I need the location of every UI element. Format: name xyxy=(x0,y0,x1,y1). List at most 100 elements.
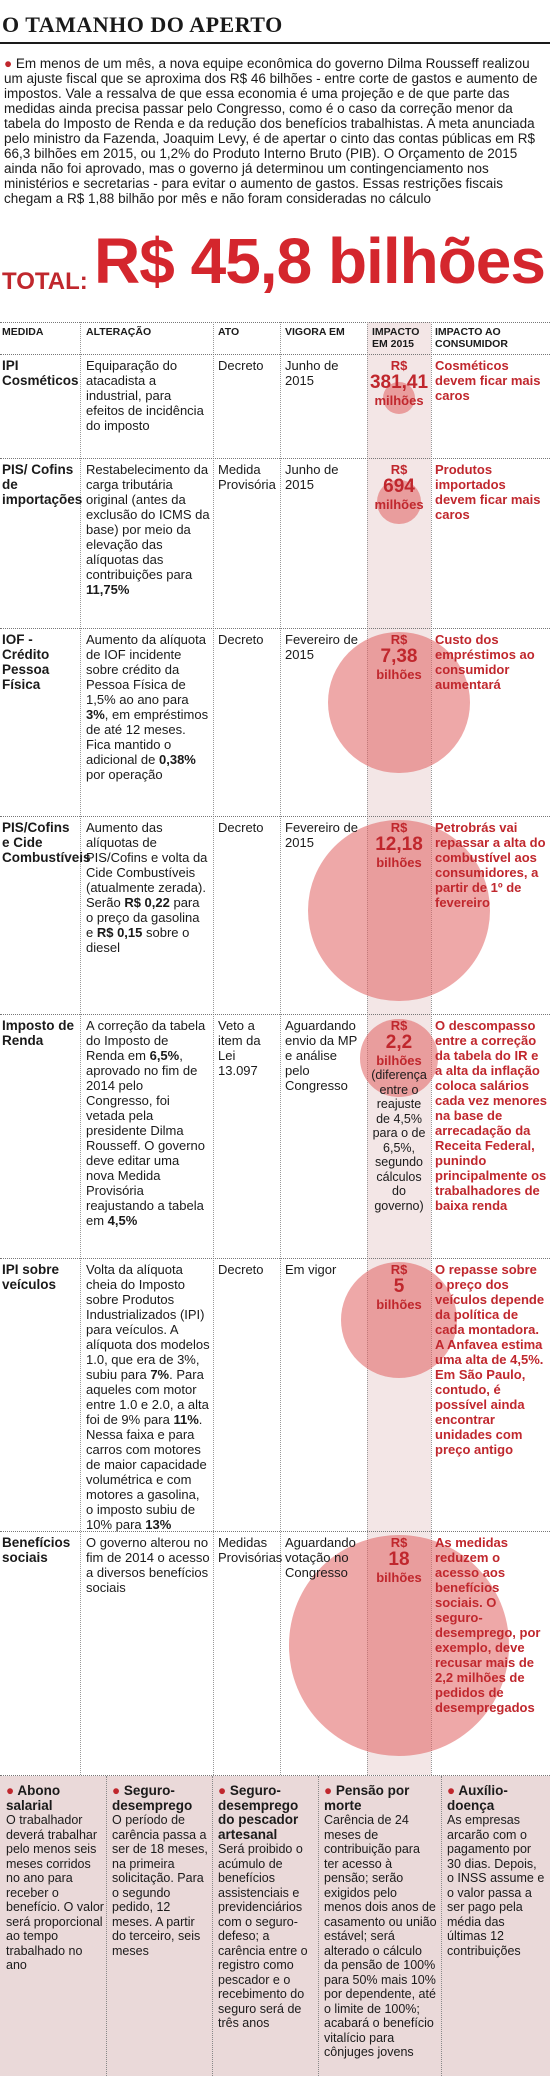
measure-change: O governo alterou no fim de 2014 o acess… xyxy=(86,1535,210,1595)
header-consumidor: IMPACTO AO CONSUMIDOR xyxy=(435,326,508,350)
measure-change-part: 11,75% xyxy=(86,582,130,597)
header-medida: MEDIDA xyxy=(2,326,44,338)
total-label: TOTAL: xyxy=(2,268,88,295)
impact-value: R$ 12,18 bilhões xyxy=(369,820,429,870)
benefit-title: ● Seguro-desemprego xyxy=(112,1783,210,1813)
impact-unit: bilhões xyxy=(376,1297,422,1312)
row-rule xyxy=(0,1775,550,1776)
benefit-title-text: Seguro-desemprego do pescador artesanal xyxy=(218,1783,299,1842)
measure-effective: Fevereiro de 2015 xyxy=(285,820,358,850)
measure-change-part: sobre o diesel xyxy=(86,925,190,955)
measure-change-part: 13% xyxy=(145,1517,172,1532)
row-rule xyxy=(0,1531,550,1532)
measure-change-part: 3% xyxy=(86,707,105,722)
impact-bubble xyxy=(377,480,421,524)
impact-value: R$ 7,38 bilhões xyxy=(369,632,429,682)
impact-value: R$ 381,41 milhões xyxy=(369,358,429,408)
measure-change: Restabelecimento da carga tributária ori… xyxy=(86,462,210,597)
benefit-title: ● Pensão por morte xyxy=(324,1783,437,1813)
column-divider xyxy=(213,322,214,1775)
measure-change-part: Equiparação do atacadista a industrial, … xyxy=(86,358,204,433)
measure-change: Equiparação do atacadista a industrial, … xyxy=(86,358,210,433)
measure-act: Decreto xyxy=(218,358,264,373)
measure-change-part: R$ 0,15 xyxy=(96,925,143,940)
measure-change: Aumento da alíquota de IOF incidente sob… xyxy=(86,632,210,782)
impact-number: 7,38 xyxy=(380,646,418,667)
impact-prefix: R$ xyxy=(390,632,408,647)
impact-value: R$ 694 milhões xyxy=(369,462,429,512)
measure-act: Decreto xyxy=(218,632,264,647)
measure-change-part: . Para aqueles com motor entre 1.0 e 2.0… xyxy=(86,1367,209,1427)
row-rule xyxy=(0,458,550,459)
measure-change-part: Aumento da alíquota de IOF incidente sob… xyxy=(86,632,206,707)
measure-change-part: Restabelecimento da carga tributária ori… xyxy=(86,462,210,582)
measure-effective: Em vigor xyxy=(285,1262,337,1277)
measure-act: Medidas Provisórias xyxy=(218,1535,283,1565)
measure-effective: Aguardando votação no Congresso xyxy=(285,1535,356,1580)
title-rule xyxy=(0,42,550,44)
consumer-impact: O repasse sobre o preço dos veículos dep… xyxy=(435,1262,545,1457)
box-divider xyxy=(318,1776,319,2076)
total-value: R$ 45,8 bilhões xyxy=(94,225,546,297)
bullet-icon: ● xyxy=(6,1783,18,1798)
benefit-text: O período de carência passa a ser de 18 … xyxy=(112,1813,208,1958)
measure-change-part: 7% xyxy=(150,1367,170,1382)
bullet-icon: ● xyxy=(324,1783,336,1798)
benefit-title: ● Abono salarial xyxy=(6,1783,104,1813)
measure-name: Imposto de Renda xyxy=(2,1018,75,1048)
measure-change-part: , em empréstimos de até 12 meses. Fica m… xyxy=(86,707,209,767)
measure-change-part: A correção da tabela do Imposto de Renda… xyxy=(86,1018,206,1063)
measure-name: PIS/ Cofins de importações xyxy=(2,462,83,507)
box-divider xyxy=(106,1776,107,2076)
impact-value: R$ 5 bilhões xyxy=(369,1262,429,1312)
measure-act: Veto a item da Lei 13.097 xyxy=(218,1018,261,1078)
intro-text: Em menos de um mês, a nova equipe econôm… xyxy=(4,56,538,206)
measure-act: Medida Provisória xyxy=(218,462,276,492)
row-rule xyxy=(0,1258,550,1259)
benefit-box: ● Pensão por morte Carência de 24 meses d… xyxy=(324,1783,437,2060)
consumer-impact: O descompasso entre a correção da tabela… xyxy=(435,1018,548,1213)
impact-unit: bilhões xyxy=(376,667,422,682)
consumer-impact: As medidas reduzem o acesso aos benefíci… xyxy=(435,1535,541,1715)
header-vigora: VIGORA EM xyxy=(285,326,345,338)
impact-prefix: R$ xyxy=(390,358,408,373)
benefit-text: Será proibido o acúmulo de benefícios as… xyxy=(218,1842,308,2030)
benefits-panel: ● Abono salarial O trabalhador deverá tra… xyxy=(0,1776,550,2076)
measure-effective: Junho de 2015 xyxy=(285,358,339,388)
bullet-icon: ● xyxy=(447,1783,459,1798)
measure-name: Benefícios sociais xyxy=(2,1535,71,1565)
bullet-icon: ● xyxy=(4,56,13,71)
benefit-text: As empresas arcarão com o pagamento por … xyxy=(447,1813,545,1958)
impact-prefix: R$ xyxy=(390,1535,408,1550)
consumer-impact: Produtos importados devem ficar mais car… xyxy=(435,462,541,522)
bullet-icon: ● xyxy=(218,1783,230,1798)
measure-change: A correção da tabela do Imposto de Renda… xyxy=(86,1018,210,1228)
measure-change-part: para o preço da gasolina e xyxy=(86,895,200,940)
consumer-impact: Cosméticos devem ficar mais caros xyxy=(435,358,541,403)
measure-name: PIS/Cofins e Cide Combustíveis xyxy=(2,820,91,865)
benefit-text: Carência de 24 meses de contribuição par… xyxy=(324,1813,437,2059)
impact-unit: milhões xyxy=(374,393,424,408)
header-alteracao: ALTERAÇÃO xyxy=(86,326,152,338)
header-ato: ATO xyxy=(218,326,240,338)
measure-name: IOF - Crédito Pessoa Física xyxy=(2,632,50,692)
impact-bubble xyxy=(328,632,470,774)
benefit-title: ● Seguro-desemprego do pescador artesana… xyxy=(218,1783,316,1842)
bullet-icon: ● xyxy=(112,1783,124,1798)
measure-name: IPI sobre veículos xyxy=(2,1262,60,1292)
benefit-title-text: Seguro-desemprego xyxy=(112,1783,193,1813)
measure-change-part: Volta da alíquota cheia do Imposto sobre… xyxy=(86,1262,210,1382)
column-divider xyxy=(280,322,281,1775)
measure-effective: Fevereiro de 2015 xyxy=(285,632,358,662)
measure-change-part: . Nessa faixa e para carros com motores … xyxy=(86,1412,207,1532)
row-rule xyxy=(0,816,550,817)
impact-number: 5 xyxy=(393,1276,405,1297)
measure-change-part: , aprovado no fim de 2014 pelo Congresso… xyxy=(86,1048,205,1228)
impact-number: 2,2 xyxy=(385,1032,413,1053)
header-impacto: IMPACTO EM 2015 xyxy=(372,326,420,350)
impact-unit: bilhões xyxy=(376,1570,422,1585)
measure-change-part: 0,38% xyxy=(159,752,196,767)
measure-change: Volta da alíquota cheia do Imposto sobre… xyxy=(86,1262,210,1532)
measure-act: Decreto xyxy=(218,820,264,835)
